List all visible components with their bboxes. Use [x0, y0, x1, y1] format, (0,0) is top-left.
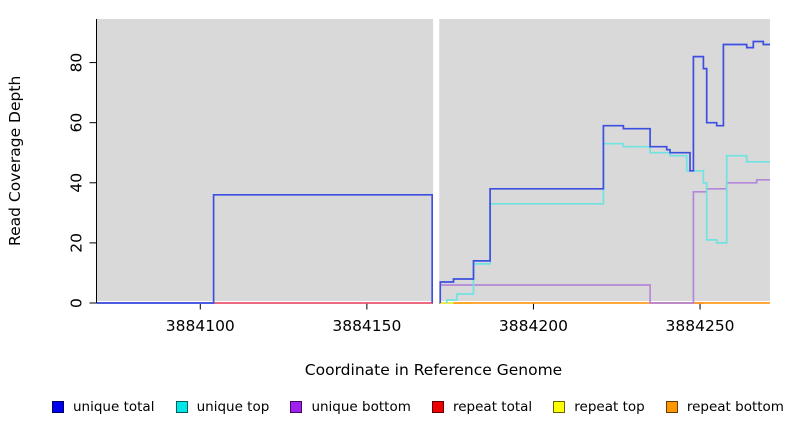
legend-item-unique-total: unique total	[52, 399, 154, 415]
legend-label: unique bottom	[311, 399, 411, 415]
y-tick-label: 60	[67, 113, 85, 133]
y-axis-title: Read Coverage Depth	[6, 75, 24, 247]
x-tick-label: 3884200	[499, 317, 568, 335]
legend-swatch-repeat-bottom	[665, 401, 678, 413]
legend-label: repeat bottom	[686, 399, 784, 415]
legend-label: unique total	[73, 399, 155, 415]
legend-item-repeat-total: repeat total	[431, 399, 533, 415]
legend-swatch-repeat-total	[431, 401, 444, 413]
legend-swatch-unique-bottom	[290, 401, 303, 413]
legend-item-repeat-top: repeat top	[553, 399, 645, 415]
legend-swatch-unique-top	[175, 401, 188, 413]
legend-item-unique-bottom: unique bottom	[290, 399, 411, 415]
series-unique-total-line	[439, 40, 770, 303]
legend-swatch-repeat-top	[553, 401, 566, 413]
series-unique-total-line	[97, 193, 434, 304]
y-tick-label: 80	[67, 53, 85, 73]
legend: unique total unique top unique bottom repea…	[52, 399, 784, 415]
x-tick-label: 3884100	[166, 317, 235, 335]
no-data-gap	[433, 17, 440, 306]
y-tick-label: 40	[67, 173, 85, 193]
x-axis-title: Coordinate in Reference Genome	[304, 361, 563, 379]
y-tick-label: 20	[67, 233, 85, 253]
y-tick-label: 0	[67, 298, 85, 308]
legend-label: unique top	[196, 399, 270, 415]
legend-swatch-unique-total	[52, 401, 64, 413]
legend-item-unique-top: unique top	[175, 399, 270, 415]
x-tick-label: 3884250	[666, 317, 735, 335]
legend-item-repeat-bottom: repeat bottom	[665, 399, 784, 415]
legend-label: repeat total	[452, 399, 533, 415]
legend-label: repeat top	[574, 399, 645, 415]
x-tick-label: 3884150	[332, 317, 401, 335]
